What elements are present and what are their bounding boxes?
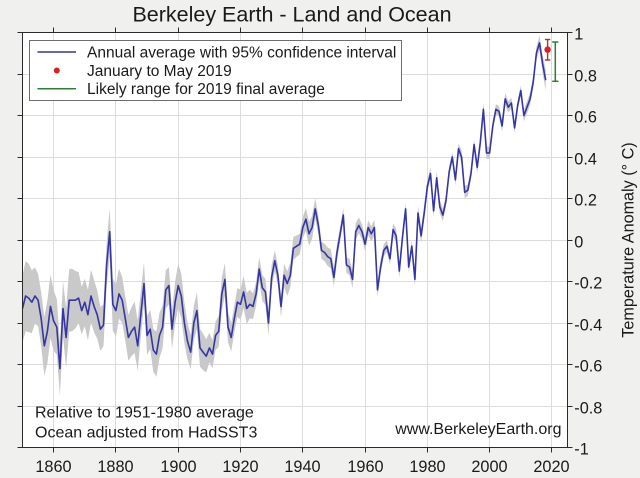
svg-text:0.2: 0.2: [574, 192, 597, 210]
svg-text:Likely range for 2019 final av: Likely range for 2019 final average: [87, 81, 325, 98]
svg-text:0.4: 0.4: [574, 151, 597, 169]
svg-text:0: 0: [574, 234, 583, 252]
svg-text:1960: 1960: [347, 458, 383, 476]
svg-text:0.6: 0.6: [574, 109, 597, 127]
svg-text:Ocean adjusted from HadSST3: Ocean adjusted from HadSST3: [35, 425, 257, 442]
svg-text:-0.2: -0.2: [574, 275, 602, 293]
svg-text:Relative to 1951-1980 average: Relative to 1951-1980 average: [35, 405, 254, 422]
svg-text:1860: 1860: [35, 458, 71, 476]
svg-text:www.BerkeleyEarth.org: www.BerkeleyEarth.org: [394, 421, 561, 438]
svg-text:1900: 1900: [160, 458, 196, 476]
svg-text:2000: 2000: [471, 458, 507, 476]
svg-text:January to May 2019: January to May 2019: [87, 63, 232, 80]
svg-text:-0.4: -0.4: [574, 317, 602, 335]
svg-text:1880: 1880: [97, 458, 133, 476]
svg-text:1920: 1920: [222, 458, 258, 476]
svg-text:1: 1: [574, 26, 583, 44]
svg-text:Annual average with 95% confid: Annual average with 95% confidence inter…: [87, 44, 396, 61]
svg-text:Temperature Anomaly (° C): Temperature Anomaly (° C): [620, 142, 638, 337]
svg-text:-0.6: -0.6: [574, 358, 602, 376]
svg-text:1940: 1940: [284, 458, 320, 476]
svg-text:Berkeley Earth - Land and Ocea: Berkeley Earth - Land and Ocean: [132, 3, 451, 27]
svg-text:-0.8: -0.8: [574, 400, 602, 418]
svg-text:0.8: 0.8: [574, 68, 597, 86]
svg-text:-1: -1: [574, 441, 588, 459]
svg-text:2020: 2020: [533, 458, 569, 476]
svg-text:1980: 1980: [409, 458, 445, 476]
